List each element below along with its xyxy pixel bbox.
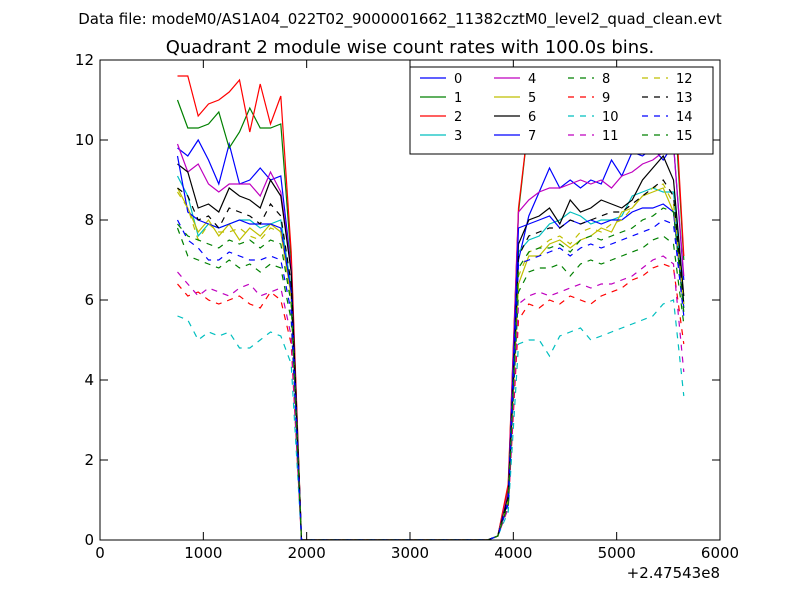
legend-label-8: 8 — [602, 72, 610, 87]
legend-box — [409, 66, 714, 155]
legend-label-13: 13 — [676, 91, 693, 106]
y-tick-label: 4 — [84, 371, 94, 389]
series-line-14 — [176, 219, 685, 540]
legend-label-9: 9 — [602, 91, 610, 106]
series-line-0 — [177, 138, 685, 540]
chart-suptitle: Data file: modeM0/AS1A04_022T02_90000016… — [78, 10, 722, 29]
series-line-1 — [176, 86, 685, 540]
series-line-10 — [177, 299, 685, 540]
x-tick-label: 6000 — [701, 544, 739, 562]
series-line-3 — [176, 175, 685, 540]
series-line-13 — [177, 179, 685, 540]
x-tick-label: 4000 — [494, 544, 532, 562]
y-tick-label: 2 — [84, 451, 94, 469]
legend-label-7: 7 — [528, 129, 536, 144]
series-line-4 — [176, 142, 685, 540]
y-tick-label: 6 — [84, 291, 94, 309]
x-tick-label: 1000 — [184, 544, 222, 562]
x-tick-label: 2000 — [288, 544, 326, 562]
x-tick-label: 5000 — [598, 544, 636, 562]
x-tick-label: 3000 — [391, 544, 429, 562]
legend-label-14: 14 — [676, 110, 693, 125]
x-tick-label: 0 — [95, 544, 105, 562]
y-tick-label: 0 — [84, 531, 94, 549]
series-line-15 — [177, 207, 685, 540]
y-tick-label: 12 — [75, 51, 94, 69]
series-line-5 — [176, 187, 685, 540]
y-tick-label: 8 — [84, 211, 94, 229]
series-line-6 — [177, 154, 685, 540]
legend-label-3: 3 — [454, 129, 462, 144]
legend-label-10: 10 — [602, 110, 619, 125]
legend-label-0: 0 — [454, 72, 462, 87]
y-tick-label: 10 — [75, 131, 94, 149]
series-line-8 — [176, 227, 685, 540]
legend-label-6: 6 — [528, 110, 536, 125]
chart-title: Quadrant 2 module wise count rates with … — [166, 37, 655, 58]
legend-label-5: 5 — [528, 91, 536, 106]
legend-label-4: 4 — [528, 72, 536, 87]
legend-label-11: 11 — [602, 129, 619, 144]
series-line-9 — [177, 263, 685, 540]
legend-label-2: 2 — [454, 110, 462, 125]
x-offset-label: +2.47543e8 — [627, 564, 720, 582]
series-line-12 — [176, 183, 685, 540]
legend-label-15: 15 — [676, 129, 693, 144]
series-line-11 — [177, 255, 685, 540]
legend-label-12: 12 — [676, 72, 693, 87]
series-line-7 — [176, 155, 685, 540]
legend-label-1: 1 — [454, 91, 462, 106]
